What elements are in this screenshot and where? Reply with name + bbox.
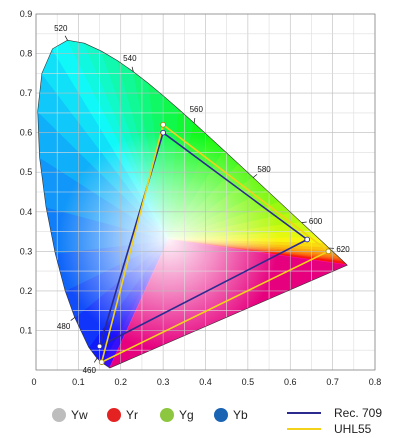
- y-tick-label: 0.9: [20, 9, 33, 19]
- gamut-vertex: [96, 343, 103, 350]
- y-tick-label: 0.4: [20, 207, 33, 217]
- yw-dot: [52, 408, 66, 422]
- y-tick-label: 0.2: [20, 286, 33, 296]
- wavelength-label: 480: [57, 322, 71, 331]
- legend-item-uhl55: UHL55: [287, 422, 371, 436]
- x-tick-label: 0.4: [199, 377, 212, 387]
- gamut-vertex: [325, 248, 332, 255]
- x-tick-label: 0.1: [72, 377, 85, 387]
- gamut-vertex: [304, 236, 311, 243]
- legend-item-rec709: Rec. 709: [287, 406, 382, 420]
- spectral-locus-outline: [37, 39, 348, 369]
- y-tick-label: 0.6: [20, 128, 33, 138]
- legend: Yw Yr Yg Yb Rec. 709 UHL55: [0, 404, 403, 438]
- x-tick-label: 0.5: [242, 377, 255, 387]
- legend-label-yb: Yb: [233, 408, 248, 422]
- wavelength-label: 520: [54, 24, 68, 33]
- grid: [35, 13, 376, 371]
- uhl55-line: [287, 428, 321, 430]
- origin-label: 0: [31, 377, 36, 387]
- wavelength-tick: [70, 317, 75, 321]
- wavelength-label: 540: [123, 54, 137, 63]
- legend-label-rec709: Rec. 709: [334, 406, 383, 420]
- axis-ticks: 0.1 0.2 0.3 0.4 0.5 0.6 0.7 0.8 0.1 0.2 0.3 0.4 0.5 0…: [20, 9, 382, 387]
- wavelength-tick: [64, 35, 68, 41]
- x-tick-label: 0.6: [284, 377, 297, 387]
- yg-dot: [160, 408, 174, 422]
- y-tick-label: 0.1: [20, 325, 33, 335]
- legend-label-yg: Yg: [179, 408, 194, 422]
- wavelength-tick: [131, 66, 134, 72]
- legend-label-uhl55: UHL55: [334, 422, 372, 436]
- legend-item-yg: Yg: [160, 408, 194, 422]
- gamut-triangles: [96, 121, 332, 365]
- wavelength-label: 580: [257, 165, 271, 174]
- wavelength-tick: [252, 174, 258, 178]
- y-tick-label: 0.3: [20, 246, 33, 256]
- wavelength-tick: [193, 117, 196, 124]
- wavelength-tick: [93, 358, 98, 363]
- x-tick-label: 0.8: [369, 377, 382, 387]
- legend-label-yr: Yr: [126, 408, 138, 422]
- legend-item-yw: Yw: [52, 408, 88, 422]
- x-tick-label: 0.2: [114, 377, 127, 387]
- y-tick-label: 0.7: [20, 88, 33, 98]
- rec709-line: [287, 412, 321, 414]
- gamut-uhl55: [100, 124, 330, 363]
- y-tick-label: 0.8: [20, 49, 33, 59]
- gamut-vertex: [160, 121, 166, 128]
- wavelength-tick: [301, 221, 307, 224]
- spectral-locus-fill: [37, 40, 348, 368]
- yb-dot: [214, 408, 228, 422]
- x-tick-label: 0.7: [326, 377, 339, 387]
- gamut-vertex: [98, 359, 105, 365]
- wavelength-label: 600: [309, 217, 323, 226]
- legend-item-yb: Yb: [214, 408, 248, 422]
- wavelength-label: 620: [336, 245, 350, 254]
- y-tick-label: 0.5: [20, 167, 33, 177]
- gamut-rec-709: [98, 131, 309, 348]
- gamut-vertex: [160, 129, 166, 136]
- x-tick-label: 0.3: [157, 377, 170, 387]
- wavelength-label: 460: [83, 366, 97, 375]
- yr-dot: [107, 408, 121, 422]
- cie-chromaticity-chart: 520 540 560 580 600 620 480 460 0.1 0.2 0.3 0.4 0.5…: [20, 9, 382, 387]
- plot-frame: [35, 13, 376, 371]
- wavelength-labels: 520 540 560 580 600 620 480 460: [54, 24, 350, 375]
- legend-label-yw: Yw: [71, 408, 88, 422]
- legend-item-yr: Yr: [107, 408, 138, 422]
- wavelength-label: 560: [190, 105, 204, 114]
- white-point-glow: [37, 40, 348, 368]
